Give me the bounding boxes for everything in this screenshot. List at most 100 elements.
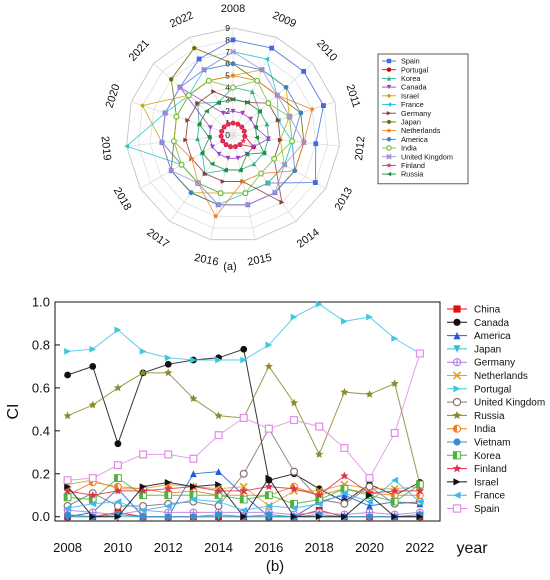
- radar-spoke: [140, 134, 234, 189]
- radar-series-line: [185, 91, 283, 204]
- line-point: [366, 513, 373, 521]
- line-point: [89, 345, 97, 353]
- radar-grid-ring: [126, 27, 340, 241]
- line-point: [315, 422, 324, 431]
- radar-series-line: [198, 98, 265, 171]
- radar-point: [242, 190, 249, 197]
- radar-caption: (a): [223, 261, 236, 273]
- line-point: [139, 506, 147, 514]
- radar-point: [230, 61, 236, 67]
- radar-point: [183, 137, 189, 143]
- radar-legend-item: Russia: [382, 170, 424, 179]
- radar-radial-tick: 7: [225, 47, 230, 57]
- radar-spoke: [153, 63, 234, 136]
- line-legend-item: China: [447, 305, 501, 316]
- radar-point: [230, 108, 236, 114]
- line-point: [114, 326, 122, 334]
- line-legend-marker: [452, 424, 462, 433]
- radar-axis-label: 2011: [344, 83, 363, 109]
- radar-spoke: [232, 134, 256, 240]
- radar-spoke: [169, 134, 234, 222]
- radar-point: [266, 136, 271, 142]
- line-point: [340, 387, 349, 396]
- radar-point: [195, 100, 201, 106]
- line-point: [340, 489, 348, 497]
- line-legend-marker: [452, 358, 462, 367]
- radar-legend-label: Russia: [401, 170, 424, 179]
- radar-point: [199, 150, 205, 156]
- radar-point: [159, 139, 166, 146]
- line-legend-item: India: [447, 424, 496, 435]
- line-point: [239, 413, 248, 422]
- radar-point: [220, 110, 226, 116]
- line-legend-label: Finland: [474, 464, 507, 475]
- x-tick-label: 2012: [154, 540, 183, 555]
- line-legend-item: Portugal: [447, 384, 511, 395]
- line-point: [264, 491, 273, 500]
- line-legend-item: United Kingdom: [447, 398, 545, 409]
- radar-point: [168, 167, 175, 174]
- radar-point: [259, 66, 265, 73]
- line-point: [189, 356, 197, 364]
- line-point: [89, 513, 97, 521]
- line-point: [390, 428, 399, 437]
- radar-point: [248, 116, 254, 122]
- line-point: [164, 450, 173, 459]
- radar-series-line: [220, 122, 246, 148]
- radar-point: [230, 37, 236, 43]
- line-point: [215, 498, 222, 506]
- line-legend-marker: [452, 371, 462, 380]
- radar-point: [275, 117, 281, 123]
- radar-point: [209, 161, 215, 167]
- line-point: [415, 486, 424, 495]
- line-point: [214, 431, 223, 440]
- line-point: [88, 400, 97, 409]
- line-point: [114, 440, 122, 448]
- line-point: [113, 486, 122, 495]
- line-point: [164, 484, 173, 493]
- radar-axis-label: 2010: [314, 38, 339, 64]
- radar-point: [188, 190, 194, 196]
- radar-point: [202, 171, 208, 176]
- y-tick-label: 0.0: [32, 509, 50, 524]
- radar-point: [301, 68, 307, 74]
- line-point: [215, 481, 222, 488]
- radar-axis-label: 2022: [168, 9, 195, 30]
- radar-point: [271, 155, 278, 162]
- radar-point: [257, 108, 262, 114]
- line-legend-label: Germany: [474, 358, 515, 369]
- line-point: [63, 493, 72, 502]
- line-point: [139, 513, 147, 521]
- line-point: [416, 513, 424, 521]
- radar-point: [254, 77, 261, 84]
- line-legend-marker: [453, 385, 461, 393]
- line-point: [290, 484, 299, 493]
- radar-legend-marker: [387, 119, 391, 125]
- radar-grid-ring: [149, 51, 317, 217]
- line-point: [139, 347, 147, 355]
- radar-point: [225, 155, 231, 161]
- line-legend-marker: [453, 438, 461, 446]
- line-point: [139, 450, 148, 459]
- line-point: [215, 356, 222, 364]
- radar-point: [230, 72, 236, 78]
- x-axis-label: year: [456, 540, 488, 557]
- radar-axis-label: 2020: [104, 83, 123, 110]
- radar-point: [216, 100, 221, 105]
- radar-point: [169, 76, 174, 82]
- radar-point: [265, 100, 272, 107]
- radar-point: [286, 113, 293, 120]
- radar-point: [245, 100, 250, 105]
- radar-legend-item: Spain: [382, 57, 420, 66]
- radar-point: [309, 106, 315, 112]
- radar-point: [253, 125, 259, 131]
- radar-legend-marker: [386, 58, 392, 64]
- radar-point: [241, 128, 248, 134]
- radar-series-united-kingdom: [159, 48, 307, 208]
- line-legend-label: China: [474, 305, 501, 316]
- radar-axis-label: 2013: [333, 185, 356, 212]
- radar-point: [274, 92, 281, 99]
- radar-point: [281, 161, 288, 168]
- radar-legend-item: Israel: [382, 91, 419, 100]
- y-axis-label: CI: [5, 404, 22, 420]
